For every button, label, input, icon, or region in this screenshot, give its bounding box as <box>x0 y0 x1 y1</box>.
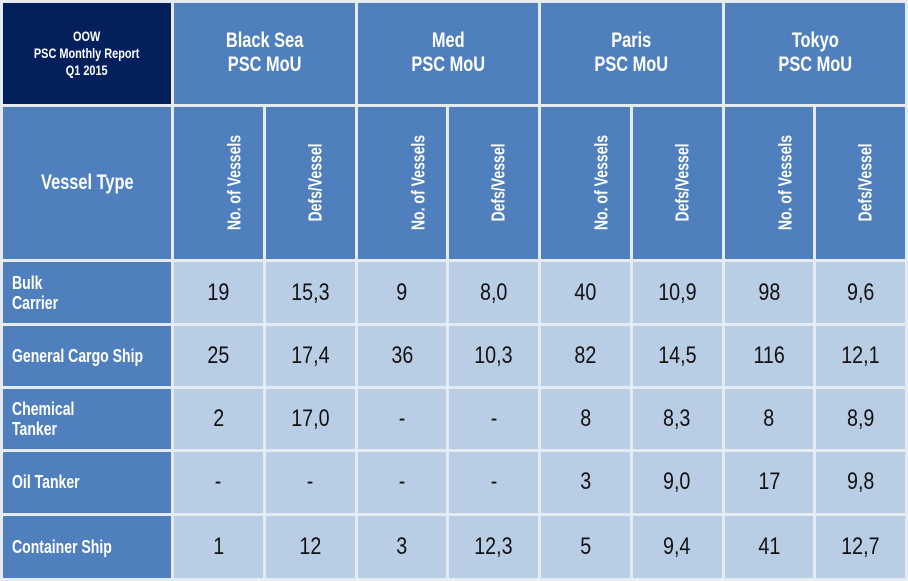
defs-per-vessel-cell: 12,7 <box>816 515 905 578</box>
vessel-count-cell: 19 <box>174 262 263 323</box>
vessel-type-name: Chemical Tanker <box>3 389 171 450</box>
defs-per-vessel-cell: 9,4 <box>632 515 722 578</box>
defs-per-vessel-cell: 15,3 <box>265 262 355 323</box>
sub-header-row: Vessel Type No. of Vessels Defs/Vessel No.… <box>3 106 905 260</box>
vessel-count-cell: 2 <box>174 389 263 450</box>
column-defs-per-vessel: Defs/Vessel <box>265 106 355 260</box>
region-med: Med PSC MoU <box>357 3 538 104</box>
vessel-count-cell: 5 <box>541 515 630 578</box>
defs-per-vessel-cell: 9,6 <box>816 262 905 323</box>
vessel-type-name: Oil Tanker <box>3 452 171 513</box>
defs-per-vessel-cell: 9,0 <box>632 452 722 513</box>
vessel-type-name: General Cargo Ship <box>3 325 171 386</box>
vessel-count-cell: 41 <box>724 515 814 578</box>
vessel-count-cell: 82 <box>541 325 630 386</box>
column-defs-per-vessel: Defs/Vessel <box>816 106 905 260</box>
defs-per-vessel-cell: 12 <box>265 515 355 578</box>
vessel-type-header: Vessel Type <box>3 106 171 260</box>
defs-per-vessel-cell: 14,5 <box>632 325 722 386</box>
title-line: OOW <box>73 27 101 44</box>
table-row: General Cargo Ship 25 17,4 36 10,3 82 14,5 116 1… <box>3 325 905 386</box>
column-no-of-vessels: No. of Vessels <box>724 106 814 260</box>
column-no-of-vessels: No. of Vessels <box>357 106 447 260</box>
vessel-count-cell: 98 <box>724 262 814 323</box>
vessel-count-cell: 116 <box>724 325 814 386</box>
defs-per-vessel-cell: - <box>449 452 538 513</box>
table-row: Chemical Tanker 2 17,0- -8 8,3 8 8,9 <box>3 389 905 450</box>
vessel-count-cell: 3 <box>541 452 630 513</box>
defs-per-vessel-cell: 17,4 <box>265 325 355 386</box>
vessel-count-cell: 36 <box>357 325 447 386</box>
vessel-count-cell: - <box>357 452 447 513</box>
title-line: Q1 2015 <box>66 61 108 78</box>
table-row: Oil Tanker - - - -3 9,0 17 9,8 <box>3 452 905 513</box>
title-line: PSC Monthly Report <box>34 44 140 61</box>
region-header-row: OOW PSC Monthly Report Q1 2015 Black Sea… <box>3 3 905 104</box>
region-paris: Paris PSC MoU <box>541 3 722 104</box>
vessel-count-cell: 9 <box>357 262 447 323</box>
defs-per-vessel-cell: 12,3 <box>449 515 538 578</box>
vessel-type-name: Container Ship <box>3 515 171 578</box>
vessel-count-cell: - <box>357 389 447 450</box>
defs-per-vessel-cell: - <box>449 389 538 450</box>
vessel-count-cell: 40 <box>541 262 630 323</box>
report-title: OOW PSC Monthly Report Q1 2015 <box>3 3 171 104</box>
column-no-of-vessels: No. of Vessels <box>174 106 263 260</box>
defs-per-vessel-cell: 8,0 <box>449 262 538 323</box>
defs-per-vessel-cell: 10,3 <box>449 325 538 386</box>
vessel-count-cell: 8 <box>724 389 814 450</box>
column-defs-per-vessel: Defs/Vessel <box>449 106 538 260</box>
defs-per-vessel-cell: 10,9 <box>632 262 722 323</box>
column-no-of-vessels: No. of Vessels <box>541 106 630 260</box>
vessel-count-cell: 8 <box>541 389 630 450</box>
vessel-count-cell: 1 <box>174 515 263 578</box>
region-tokyo: Tokyo PSC MoU <box>724 3 905 104</box>
vessel-type-name: Bulk Carrier <box>3 262 171 323</box>
table-row: Bulk Carrier 19 15,3 9 8,0 40 10,9 98 9,6 <box>3 262 905 323</box>
defs-per-vessel-cell: 8,9 <box>816 389 905 450</box>
column-defs-per-vessel: Defs/Vessel <box>632 106 722 260</box>
defs-per-vessel-cell: - <box>265 452 355 513</box>
defs-per-vessel-cell: 8,3 <box>632 389 722 450</box>
defs-per-vessel-cell: 12,1 <box>816 325 905 386</box>
vessel-count-cell: 3 <box>357 515 447 578</box>
vessel-count-cell: 25 <box>174 325 263 386</box>
defs-per-vessel-cell: 9,8 <box>816 452 905 513</box>
vessel-count-cell: - <box>174 452 263 513</box>
table-row: Container Ship 1 12 3 12,3 5 9,4 41 12,7 <box>3 515 905 578</box>
region-black-sea: Black Sea PSC MoU <box>174 3 355 104</box>
vessel-count-cell: 17 <box>724 452 814 513</box>
defs-per-vessel-cell: 17,0 <box>265 389 355 450</box>
